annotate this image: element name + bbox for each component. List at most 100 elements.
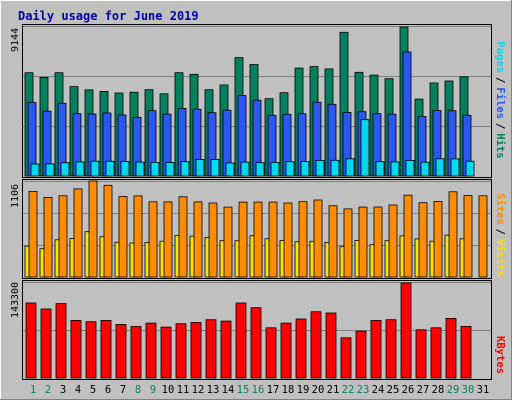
day-tick-label: 7 — [120, 384, 126, 396]
day-tick-label: 3 — [60, 384, 66, 396]
sites-bar — [148, 201, 158, 278]
pages-bar — [255, 162, 265, 177]
pages-bar — [195, 159, 205, 177]
sites-bar — [433, 201, 443, 278]
files-bar — [402, 51, 412, 177]
pages-bar — [345, 158, 355, 177]
kbytes-bar — [460, 325, 472, 379]
pages-bar — [465, 160, 475, 177]
chart-title: Daily usage for June 2019 — [18, 9, 199, 23]
day-tick-label: 24 — [372, 384, 385, 396]
hits-axis-legend: Pages / Files / Hits — [494, 41, 506, 158]
sites-bar — [283, 202, 293, 278]
day-tick-label: 20 — [312, 384, 325, 396]
sites-bar — [238, 201, 248, 278]
kbytes-bar — [445, 317, 457, 379]
sites-bar — [463, 195, 473, 278]
sites-bar — [373, 206, 383, 278]
kbytes-panel-bars — [25, 282, 472, 379]
day-tick-label: 2 — [45, 384, 51, 396]
pages-bar — [375, 161, 385, 177]
sites-bar — [28, 190, 38, 278]
pages-bar — [360, 119, 370, 177]
sites-bar — [328, 205, 338, 278]
sites-panel-bars — [24, 180, 488, 278]
sites-bar — [133, 195, 143, 278]
kbytes-bar — [25, 302, 37, 379]
day-tick-label: 4 — [75, 384, 81, 396]
legend-sep-1: / — [494, 77, 506, 83]
day-tick-label: 22 — [342, 384, 355, 396]
kbytes-bar — [40, 308, 52, 379]
sites-bar — [208, 202, 218, 278]
sites-bar — [343, 208, 353, 278]
sites-bar — [268, 201, 278, 278]
sites-bar — [73, 188, 83, 278]
day-tick-label: 14 — [222, 384, 235, 396]
day-tick-label: 12 — [192, 384, 205, 396]
sites-bar — [403, 194, 413, 278]
pages-bar — [285, 161, 295, 177]
sites-bar — [253, 201, 263, 278]
day-tick-label: 8 — [135, 384, 141, 396]
day-tick-label: 5 — [90, 384, 96, 396]
pages-bar — [435, 158, 445, 177]
pages-bar — [330, 159, 340, 177]
kbytes-bar — [175, 323, 187, 379]
sites-bar — [358, 206, 368, 278]
sites-bar — [193, 201, 203, 278]
day-tick-label: 16 — [252, 384, 265, 396]
kbytes-bar — [220, 320, 232, 379]
sites-bar — [178, 196, 188, 278]
sites-panel-border — [22, 179, 492, 279]
sites-bar — [223, 206, 233, 278]
pages-bar — [135, 161, 145, 177]
kbytes-bar — [250, 307, 262, 379]
pages-bar — [30, 163, 40, 177]
hits-panel-border — [22, 24, 492, 178]
day-tick-label: 10 — [162, 384, 175, 396]
pages-bar — [180, 161, 190, 177]
pages-bar — [315, 159, 325, 177]
sites-axis-legend: Sites / Visits — [494, 193, 506, 277]
pages-bar — [150, 161, 160, 177]
day-tick-label: 30 — [462, 384, 475, 396]
sites-bar — [298, 201, 308, 278]
hits-files-pages-panel: 9144 Pages / Files / Hits — [10, 24, 506, 178]
kbytes-bar — [400, 282, 412, 379]
day-tick-label: 17 — [267, 384, 280, 396]
day-tick-labels: 1 2 3 4 5 6 7 8 9 10 11 12 13 14 15 16 17 18 19 20 21 22 23 24 2… — [30, 384, 489, 396]
pages-bar — [60, 162, 70, 177]
sites-visits-panel: 1106 Sites / Visits — [10, 179, 506, 279]
sites-bar — [163, 201, 173, 278]
pages-bar — [300, 161, 310, 177]
kbytes-bar — [160, 326, 172, 379]
sites-bar — [388, 204, 398, 278]
sites-bar — [88, 180, 98, 278]
kbytes-bar — [370, 319, 382, 379]
kbytes-bar — [430, 327, 442, 379]
pages-bar — [165, 162, 175, 177]
pages-bar — [210, 159, 220, 177]
pages-bar — [450, 158, 460, 177]
day-tick-label: 9 — [150, 384, 156, 396]
legend-visits: Visits — [494, 239, 506, 277]
pages-bar — [420, 161, 430, 177]
kbytes-bar — [280, 322, 292, 379]
kbytes-bar — [265, 327, 277, 379]
pages-bar — [270, 161, 280, 177]
kbytes-bar — [85, 321, 97, 379]
kbytes-bar — [100, 319, 112, 379]
kbytes-bar — [325, 312, 337, 379]
sites-bar — [103, 184, 113, 278]
legend-sep-2: / — [494, 123, 506, 129]
kbytes-bar — [235, 302, 247, 379]
kbytes-bar — [70, 319, 82, 379]
hits-panel-bars — [24, 26, 475, 177]
sites-bar — [58, 195, 68, 278]
pages-bar — [120, 161, 130, 177]
kbytes-bar — [355, 330, 367, 379]
kbytes-bar — [145, 322, 157, 379]
